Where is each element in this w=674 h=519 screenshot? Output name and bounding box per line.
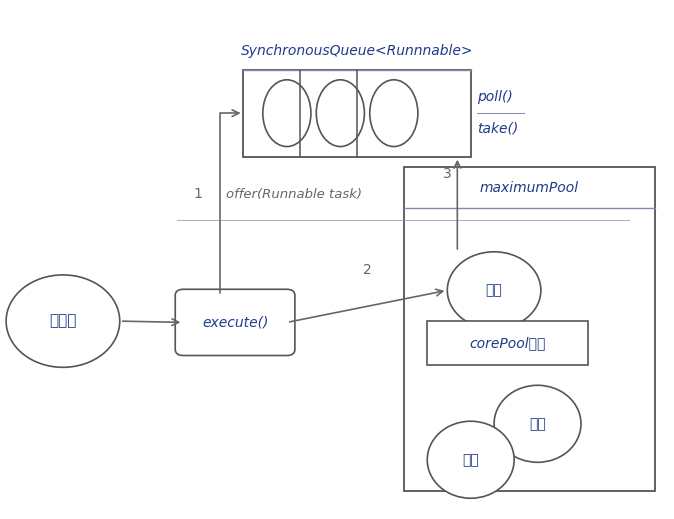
- Text: 线程: 线程: [529, 417, 546, 431]
- FancyBboxPatch shape: [175, 289, 295, 356]
- Ellipse shape: [494, 385, 581, 462]
- Text: take(): take(): [477, 122, 518, 136]
- Text: 1: 1: [194, 187, 203, 201]
- Text: execute(): execute(): [202, 316, 268, 330]
- Text: 线程: 线程: [486, 283, 502, 297]
- Ellipse shape: [6, 275, 120, 367]
- Ellipse shape: [370, 80, 418, 146]
- Text: offer(Runnable task): offer(Runnable task): [226, 187, 362, 200]
- Text: poll(): poll(): [477, 90, 513, 104]
- Text: corePool为空: corePool为空: [469, 336, 546, 350]
- FancyBboxPatch shape: [404, 167, 654, 490]
- Text: 2: 2: [363, 264, 371, 278]
- Text: SynchronousQueue<Runnnable>: SynchronousQueue<Runnnable>: [241, 44, 473, 58]
- Ellipse shape: [263, 80, 311, 146]
- Ellipse shape: [427, 421, 514, 498]
- Text: 线程: 线程: [462, 453, 479, 467]
- Ellipse shape: [448, 252, 541, 329]
- FancyBboxPatch shape: [243, 70, 470, 157]
- Text: 主线程: 主线程: [49, 313, 77, 329]
- Ellipse shape: [316, 80, 365, 146]
- Text: 3: 3: [443, 167, 452, 181]
- Text: maximumPool: maximumPool: [480, 181, 579, 195]
- FancyBboxPatch shape: [427, 321, 588, 365]
